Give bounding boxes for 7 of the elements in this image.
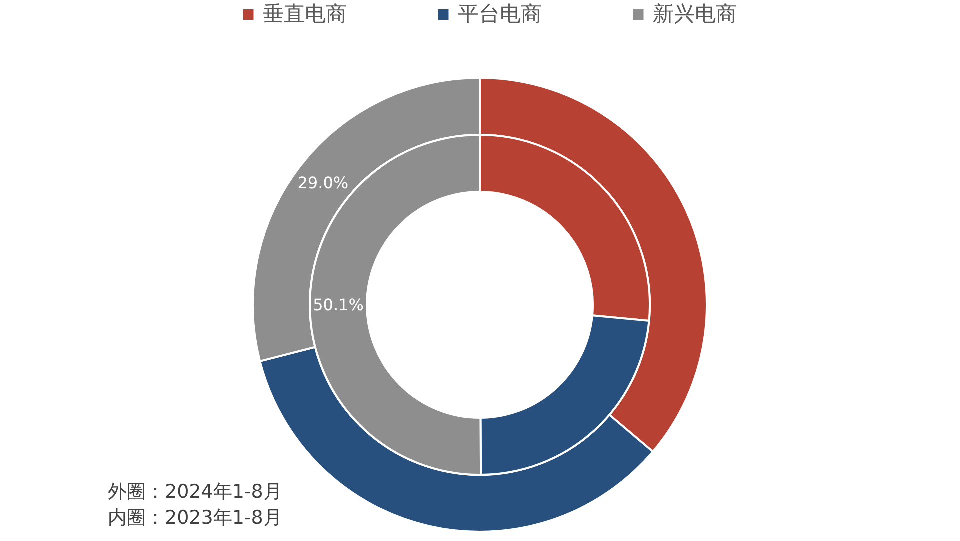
text: 内圈：2023年1-8月	[108, 507, 282, 529]
text: 外圈：2024年1-8月	[108, 481, 282, 503]
data-label: 29.0%	[298, 173, 349, 192]
legend-label: 垂直电商	[263, 2, 347, 26]
legend-label: 平台电商	[458, 2, 542, 26]
data-label: 50.1%	[313, 295, 364, 314]
legend-label: 新兴电商	[653, 2, 737, 26]
